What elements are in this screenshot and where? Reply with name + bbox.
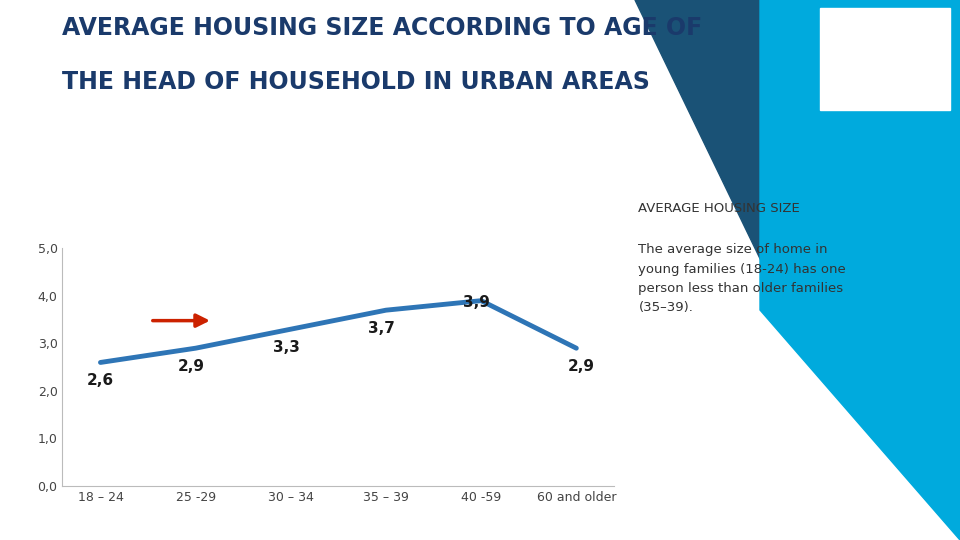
Text: AVERAGE HOUSING SIZE ACCORDING TO AGE OF: AVERAGE HOUSING SIZE ACCORDING TO AGE OF (62, 16, 703, 40)
Text: 3,7: 3,7 (368, 321, 395, 336)
Polygon shape (760, 0, 960, 540)
Text: 2,9: 2,9 (178, 359, 204, 374)
Text: 3,9: 3,9 (463, 295, 490, 310)
Polygon shape (635, 0, 960, 300)
Text: 2,6: 2,6 (87, 373, 114, 388)
Text: AVERAGE HOUSING SIZE: AVERAGE HOUSING SIZE (638, 202, 800, 215)
Text: THE HEAD OF HOUSEHOLD IN URBAN AREAS: THE HEAD OF HOUSEHOLD IN URBAN AREAS (62, 70, 650, 94)
Text: 2,9: 2,9 (567, 359, 594, 374)
Text: The average size of home in
young families (18-24) has one
person less than olde: The average size of home in young famili… (638, 243, 846, 314)
Text: 3,3: 3,3 (273, 340, 300, 355)
Bar (820, 8, 950, 110)
